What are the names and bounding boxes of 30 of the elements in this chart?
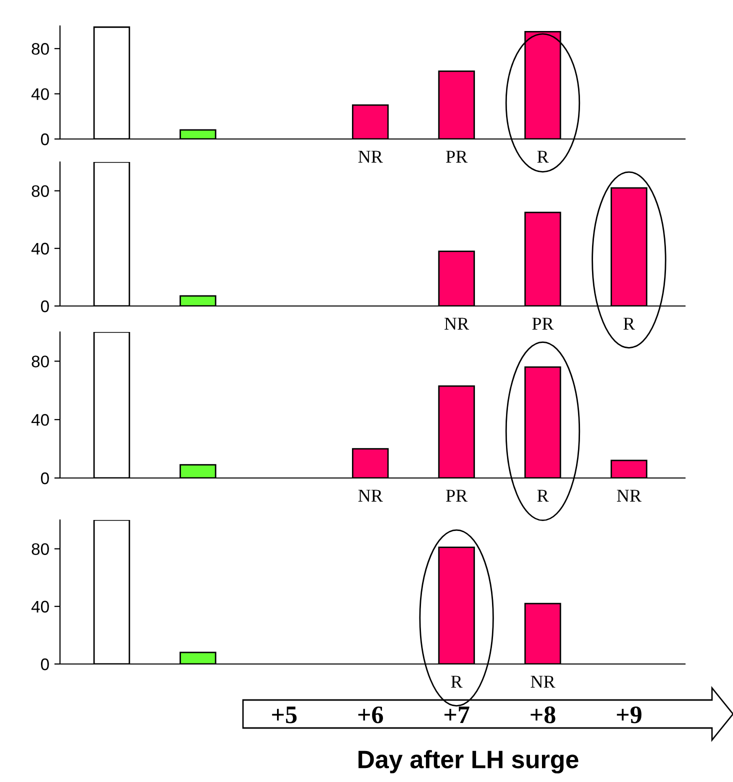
x-tick-label: R — [623, 318, 635, 330]
text: +9 — [616, 706, 642, 724]
y-tick-label: 0 — [40, 300, 49, 312]
x-tick-label: PR — [446, 490, 468, 502]
y-tick-label: 40 — [31, 88, 49, 100]
x-tick-label: PR — [446, 150, 468, 163]
y-tick-label: 0 — [40, 133, 49, 146]
x-tick-label: R — [537, 150, 549, 163]
text: +5 — [272, 706, 297, 724]
text: +6 — [358, 706, 383, 724]
x-tick-label: NR — [530, 676, 556, 688]
x-tick-label: R — [537, 490, 549, 502]
x-tick-label: NR — [616, 490, 642, 502]
y-tick-label: 80 — [32, 43, 49, 55]
x-tick-label: R — [451, 676, 463, 688]
y-tick-label: 80 — [32, 543, 49, 556]
y-tick-label: 40 — [31, 242, 49, 255]
y-tick-label: 40 — [31, 600, 49, 613]
text: +8 — [530, 706, 556, 724]
x-axis-title: Day after LH surge — [358, 750, 578, 774]
x-tick-label: NR — [358, 490, 383, 502]
x-tick-label: NR — [444, 318, 470, 330]
y-tick-label: 80 — [32, 185, 49, 198]
y-tick-label: 0 — [40, 472, 49, 484]
x-tick-label: NR — [358, 150, 383, 163]
y-tick-label: 40 — [31, 414, 49, 426]
x-tick-label: PR — [532, 318, 554, 330]
y-tick-label: 0 — [40, 658, 49, 670]
y-tick-label: 80 — [32, 356, 49, 368]
text: +7 — [444, 706, 470, 724]
